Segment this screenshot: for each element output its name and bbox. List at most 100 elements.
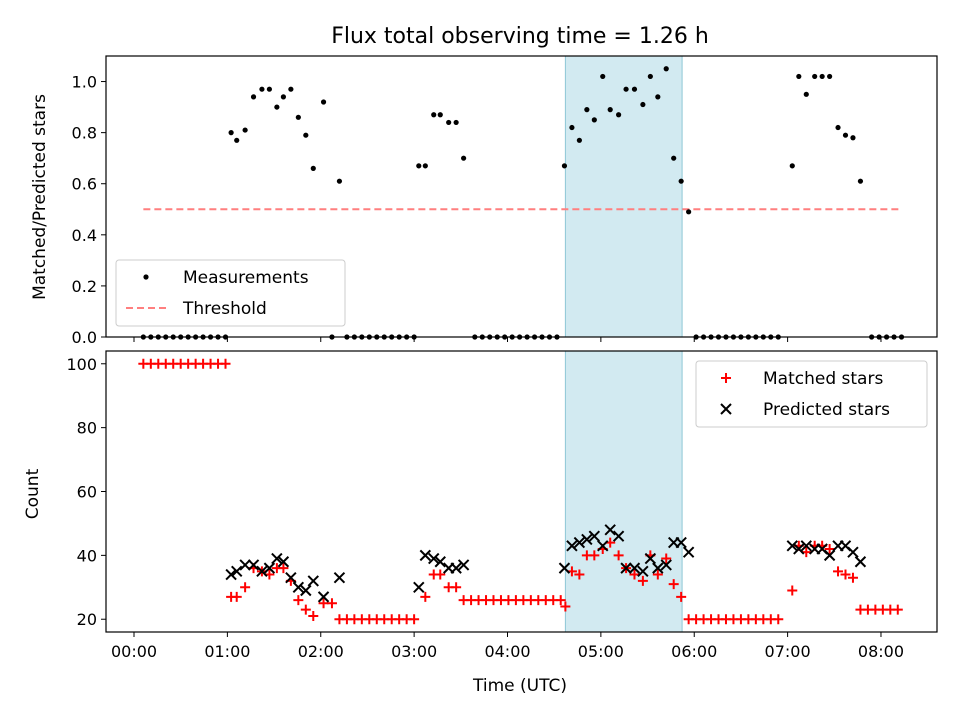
measurement-point [416,163,422,169]
x-tick-label: 04:00 [484,642,530,661]
measurement-point [842,132,849,138]
bottom-y-tick-label: 40 [77,546,97,565]
measurement-point [266,86,272,92]
matched-star-marker [240,582,251,593]
measurement-point [228,130,234,136]
measurement-point [827,73,833,80]
top-axes-frame [105,55,938,338]
predicted-star-marker [620,562,632,574]
predicted-star-marker [434,556,446,568]
measurement-point [671,155,677,161]
measurement-point [600,73,606,80]
matched-star-marker [840,569,851,580]
top-y-tick-label: 0.6 [72,175,97,194]
predicted-star-marker [256,565,268,578]
x-axis-label: Time (UTC) [472,676,567,696]
measurement-point [686,209,692,215]
predicted-star-marker [637,565,649,578]
predicted-star-marker [428,552,440,565]
predicted-star-marker [597,540,609,552]
measurement-point [835,124,841,131]
measurement-point [274,104,280,110]
bottom-y-tick-label: 100 [66,355,97,374]
measurement-point [623,86,629,92]
predicted-star-marker [292,581,305,594]
measurement-point [678,178,684,184]
predicted-star-marker [419,549,432,562]
matched-star-marker [833,566,844,577]
predicted-star-marker [682,546,695,558]
x-tick-label: 07:00 [765,642,811,661]
matched-star-marker [326,598,337,609]
measurement-point [310,165,316,171]
predicted-star-marker [333,572,346,584]
matched-star-marker [278,563,289,574]
measurement-point [607,107,613,113]
measurement-point [569,124,575,131]
legend-matched-marker [721,373,731,383]
predicted-star-marker [558,562,571,574]
measurement-point [819,73,825,80]
predicted-star-marker [300,584,312,597]
predicted-star-marker [225,568,237,581]
chart-title: Flux total observing time = 1.26 h [331,24,709,49]
legend-measurement-marker [143,274,149,280]
measurement-point [561,163,568,169]
matched-star-marker [892,604,903,615]
matched-star-marker [652,569,663,580]
measurement-point [803,91,809,97]
top-legend-box [115,259,346,327]
matched-star-marker [220,358,231,369]
predicted-star-marker [307,575,319,587]
bottom-y-tick-label: 80 [77,419,97,438]
measurement-point [631,86,638,92]
predicted-star-marker [285,572,297,584]
predicted-star-marker [457,559,470,571]
matched-star-marker [668,579,679,590]
predicted-star-marker [413,581,425,594]
bottom-y-axis-label: Count [23,468,43,519]
predicted-star-marker [271,552,283,565]
predicted-star-marker [644,552,657,565]
predicted-star-marker [800,540,812,552]
measurement-point [850,135,856,141]
measurement-point [663,66,669,72]
top-y-tick-label: 1.0 [72,73,97,92]
matched-star-marker [231,591,242,602]
x-tick-label: 08:00 [858,642,904,661]
top-shaded-region [564,55,683,338]
measurement-point [812,73,818,80]
matched-star-marker [451,582,462,593]
top-y-tick-label: 0.0 [72,328,97,347]
predicted-star-marker [847,546,859,558]
x-tick-label: 03:00 [391,642,437,661]
measurement-point [431,112,437,118]
matched-star-marker [420,591,431,602]
measurement-point [453,119,459,126]
predicted-star-marker [604,524,616,536]
measurement-point [446,119,452,126]
measurement-point [303,132,309,138]
predicted-star-marker [786,540,798,552]
measurement-point [336,178,343,184]
bottom-y-tick-label: 60 [77,483,97,502]
legend-label: Matched stars [763,369,883,389]
measurement-point [796,73,802,80]
top-y-axis-label: Matched/Predicted stars [30,94,50,300]
measurement-point [259,86,265,92]
measurement-point [422,163,428,169]
predicted-star-marker [652,562,664,574]
x-tick-label: 02:00 [298,642,344,661]
measurement-point [647,73,653,80]
legend-label: Measurements [183,268,309,288]
predicted-star-marker [231,565,243,578]
measurement-point [234,137,240,143]
predicted-star-marker [854,556,867,568]
top-y-tick-label: 0.4 [72,226,97,245]
measurement-point [320,99,327,105]
matched-star-marker [676,591,687,602]
legend-label: Threshold [182,299,267,319]
measurement-point [655,94,661,100]
measurement-point [576,137,582,143]
predicted-star-marker [628,562,641,574]
